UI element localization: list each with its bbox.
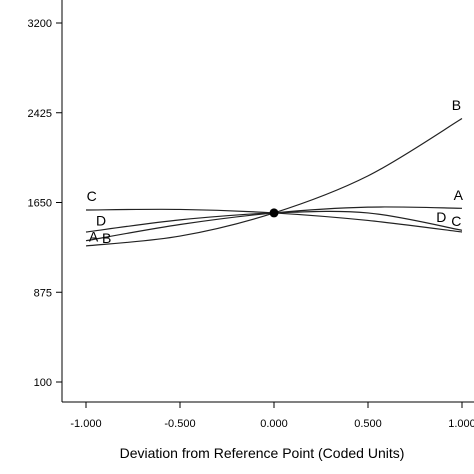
x-ticks: -1.000 -0.500 0.000 0.500 1.000 — [70, 402, 474, 430]
x-axis-title: Deviation from Reference Point (Coded Un… — [120, 445, 405, 461]
curve-label-C: C — [451, 213, 461, 229]
curve-label-C: C — [87, 188, 97, 204]
y-tick-label: 3200 — [28, 18, 52, 30]
y-tick-label: 875 — [34, 287, 52, 299]
curve-B — [85, 118, 463, 247]
y-tick-label: 2425 — [28, 108, 52, 120]
curve-label-A: A — [89, 228, 99, 244]
curve-label-A: A — [454, 187, 464, 203]
curve-label-B: B — [452, 97, 461, 113]
reference-point-marker — [269, 208, 279, 218]
y-tick-label: 1650 — [28, 198, 52, 210]
curve-label-D: D — [436, 209, 446, 225]
y-ticks: 100 875 1650 2425 3200 — [28, 18, 62, 389]
plot-frame — [61, 0, 474, 403]
curve-label-D: D — [96, 213, 106, 229]
x-tick-label: -0.500 — [164, 418, 195, 430]
x-tick-label: 0.500 — [354, 418, 382, 430]
y-tick-label: 100 — [34, 377, 52, 389]
curve-label-B: B — [102, 230, 111, 246]
response-curves — [85, 118, 463, 247]
x-tick-label: 1.000 — [448, 418, 474, 430]
x-tick-label: -1.000 — [70, 418, 101, 430]
x-tick-label: 0.000 — [260, 418, 288, 430]
